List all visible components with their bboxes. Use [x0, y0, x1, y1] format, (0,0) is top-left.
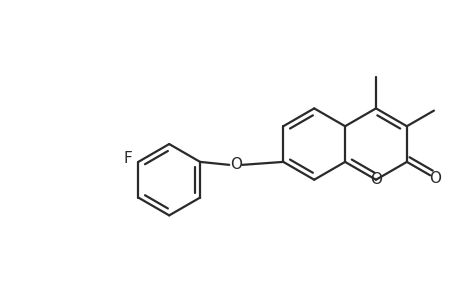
Text: O: O [369, 172, 381, 187]
Text: O: O [428, 171, 440, 186]
Text: O: O [229, 158, 241, 172]
Text: F: F [123, 152, 132, 166]
